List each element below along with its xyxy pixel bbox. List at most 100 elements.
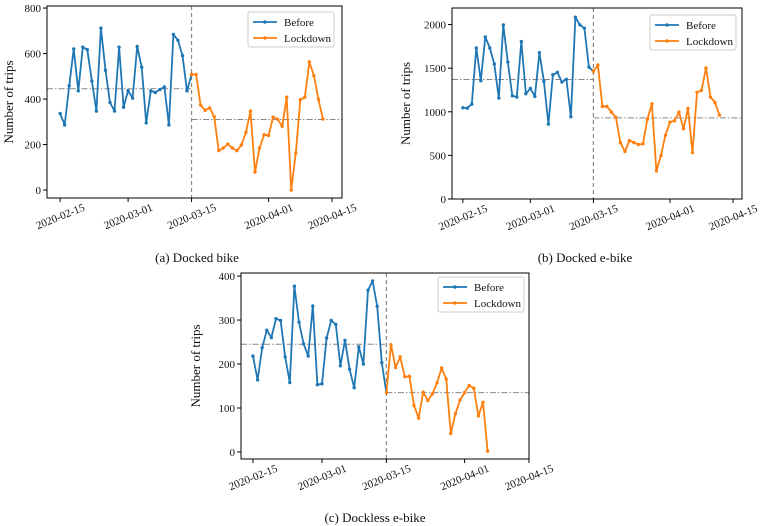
data-point-lockdown	[262, 133, 266, 137]
y-axis-label: Number of trips	[1, 60, 16, 143]
x-tick-label: 2020-04-01	[439, 463, 491, 493]
data-point-before	[112, 109, 117, 113]
data-point-before	[375, 304, 379, 309]
axes-frame	[46, 5, 343, 199]
data-point-lockdown	[444, 377, 448, 381]
data-point-lockdown	[453, 412, 458, 416]
x-tick-label: 2020-04-01	[243, 202, 295, 232]
x-tick-label: 2020-02-15	[437, 203, 490, 234]
data-point-before	[135, 44, 139, 49]
y-axis-label: Number of trips	[398, 62, 413, 145]
data-point-lockdown	[627, 138, 632, 143]
legend-marker-lockdown	[263, 36, 267, 40]
y-tick-label: 800	[25, 3, 42, 15]
data-point-before	[497, 96, 501, 100]
data-point-lockdown	[632, 140, 636, 145]
panel-dockless-e-bike: (c) Dockless e-bike 0 100 200 300 400 2020-02…	[188, 271, 556, 525]
data-point-before	[370, 279, 375, 283]
data-point-before	[578, 23, 582, 27]
data-point-lockdown	[659, 153, 663, 158]
x-tick-label: 2020-03-15	[361, 463, 414, 494]
axes-frame	[451, 7, 743, 200]
data-point-before	[158, 87, 162, 92]
data-point-before	[72, 47, 76, 51]
data-point-before	[380, 361, 384, 365]
data-point-before	[94, 109, 99, 113]
data-point-lockdown	[623, 149, 627, 154]
data-point-before	[167, 123, 171, 127]
data-point-before	[283, 355, 287, 359]
data-point-before	[465, 106, 470, 110]
legend-label-lockdown: Lockdown	[474, 298, 522, 310]
data-point-before	[58, 111, 62, 116]
x-tick-label: 2020-03-15	[568, 203, 621, 234]
data-point-lockdown	[690, 150, 695, 155]
legend: Before Lockdown	[649, 14, 737, 51]
data-point-lockdown	[393, 365, 398, 370]
x-tick-label: 2020-04-15	[503, 463, 556, 494]
series-line-before	[59, 27, 188, 126]
x-tick-label: 2020-04-15	[707, 203, 760, 234]
axes-frame	[240, 272, 530, 460]
data-point-before	[357, 345, 361, 349]
data-point-lockdown	[230, 146, 235, 150]
data-point-before	[255, 378, 260, 382]
data-point-before	[171, 32, 176, 37]
legend: Before Lockdown	[247, 11, 335, 48]
y-tick-label: 2000	[424, 20, 447, 32]
data-point-before	[492, 62, 497, 66]
y-tick-label: 0	[230, 447, 236, 459]
data-point-lockdown	[618, 140, 623, 145]
data-point-before	[537, 50, 542, 55]
legend-marker-lockdown	[665, 39, 669, 43]
data-point-before	[546, 122, 551, 126]
data-point-before	[315, 382, 320, 387]
data-point-lockdown	[596, 63, 600, 67]
caption-docked-e-bike: (b) Docked e-bike	[538, 250, 633, 265]
panel-docked-bike: (a) Docked bike 0 200 400 600 800 2020-02-15 2…	[1, 3, 359, 265]
data-point-before	[81, 45, 85, 49]
data-point-lockdown	[189, 72, 194, 77]
data-point-before	[506, 60, 510, 64]
data-point-lockdown	[481, 400, 485, 404]
data-point-lockdown	[654, 169, 659, 173]
data-point-before	[292, 284, 297, 288]
data-point-lockdown	[472, 386, 476, 390]
data-point-before	[573, 15, 578, 19]
data-point-lockdown	[600, 104, 605, 109]
data-point-before	[76, 89, 80, 93]
data-point-lockdown	[426, 398, 430, 403]
legend-label-before: Before	[686, 20, 716, 32]
data-point-before	[180, 53, 185, 58]
data-point-lockdown	[207, 106, 212, 110]
data-point-before	[555, 70, 560, 75]
data-point-before	[483, 35, 488, 39]
data-point-lockdown	[194, 72, 198, 77]
data-point-before	[103, 68, 108, 73]
legend-label-before: Before	[474, 282, 504, 294]
data-point-lockdown	[384, 390, 389, 395]
x-tick-label: 2020-03-15	[166, 202, 219, 233]
data-point-lockdown	[717, 113, 722, 117]
data-point-before	[329, 318, 333, 323]
legend-label-lockdown: Lockdown	[686, 36, 734, 48]
data-point-lockdown	[403, 375, 407, 379]
series-line-before	[462, 16, 590, 126]
data-point-lockdown	[430, 392, 435, 396]
data-point-before	[278, 318, 283, 323]
data-point-before	[551, 73, 555, 77]
data-point-lockdown	[257, 146, 262, 150]
data-point-lockdown	[641, 142, 645, 146]
series-line-before	[252, 279, 383, 389]
data-point-before	[260, 346, 264, 350]
data-point-lockdown	[212, 115, 216, 119]
data-point-lockdown	[668, 120, 672, 124]
data-point-lockdown	[407, 374, 412, 379]
data-point-lockdown	[650, 102, 654, 106]
x-tick-label: 2020-03-01	[102, 202, 154, 232]
data-point-before	[519, 39, 524, 44]
x-tick-label: 2020-04-15	[306, 202, 359, 233]
data-point-before	[90, 79, 94, 83]
data-point-lockdown	[416, 416, 421, 420]
data-point-lockdown	[253, 170, 257, 174]
